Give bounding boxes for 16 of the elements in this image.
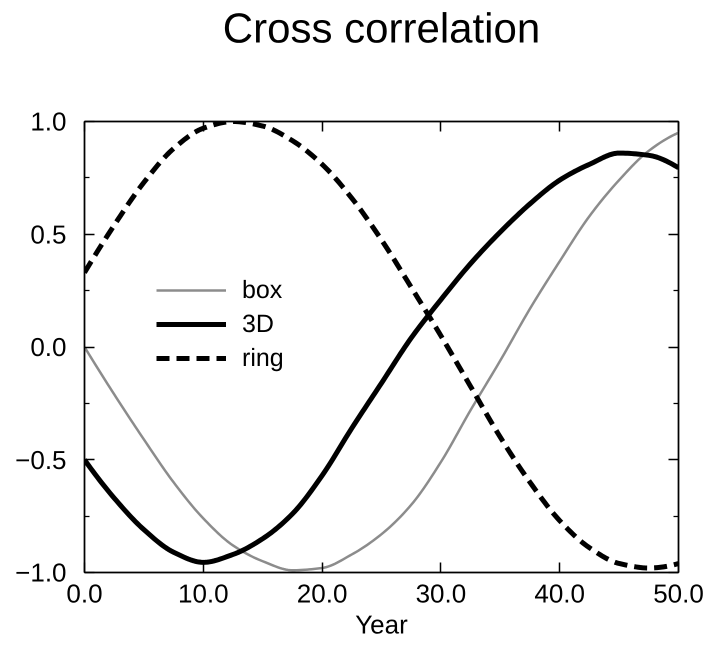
y-tick-label: −1.0 [15, 558, 66, 588]
y-tick-label: 1.0 [30, 106, 67, 136]
x-tick-label: 20.0 [296, 578, 348, 608]
x-tick-label: 0.0 [66, 578, 103, 608]
legend-label: ring [242, 343, 284, 373]
y-tick-label: −0.5 [15, 444, 66, 475]
y-tick-label: 0.0 [30, 332, 67, 362]
x-tick-label: 40.0 [534, 578, 586, 608]
x-axis-title: Year [355, 610, 408, 640]
x-tick-label: 50.0 [653, 578, 704, 608]
x-tick-label: 10.0 [178, 578, 229, 608]
legend-label: 3D [242, 309, 274, 339]
y-tick-label: 0.5 [30, 219, 67, 250]
x-tick-label: 30.0 [416, 578, 466, 608]
legend-label: box [242, 275, 282, 305]
chart-title: Cross correlation [222, 4, 540, 52]
